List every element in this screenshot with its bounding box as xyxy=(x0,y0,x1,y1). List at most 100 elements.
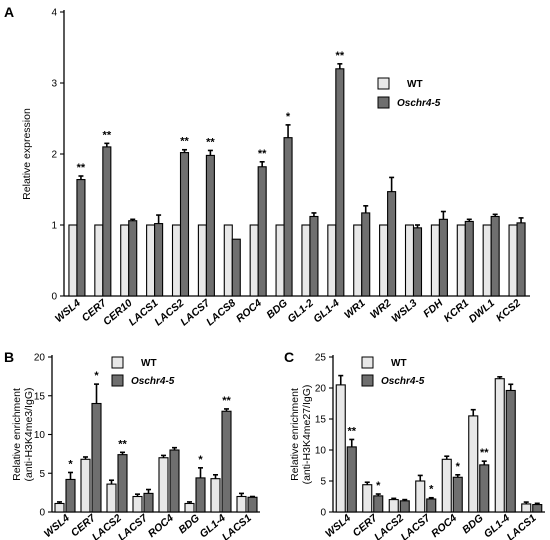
significance-marker: * xyxy=(94,370,99,382)
bar-mutant-BDG xyxy=(479,464,490,513)
category-label: WSL3 xyxy=(389,297,419,325)
bar-wt-CER10 xyxy=(120,224,130,297)
category-label: ROC4 xyxy=(234,297,264,325)
category-label: WSL4 xyxy=(42,512,72,540)
category-label: DWL1 xyxy=(467,297,498,325)
y-tick-label: 5 xyxy=(320,477,326,488)
category-label: WR1 xyxy=(342,297,368,321)
legend-label: Oschr4-5 xyxy=(397,98,441,109)
bar-mutant-LACS8 xyxy=(231,238,241,297)
significance-marker: ** xyxy=(118,438,127,450)
panel-label: A xyxy=(4,4,14,20)
bar-mutant-WR2 xyxy=(387,191,397,297)
bar-mutant-LACS1 xyxy=(532,504,543,513)
significance-marker: ** xyxy=(222,395,231,407)
legend-label: WT xyxy=(407,79,423,90)
significance-marker: * xyxy=(198,454,203,466)
y-axis-title-line: Relative enrichment xyxy=(11,388,23,481)
y-axis-title-line: (anti-H3K4me3/IgG) xyxy=(23,388,35,482)
panel-label: B xyxy=(4,349,14,365)
bar-mutant-CER7 xyxy=(91,402,102,513)
y-tick-label: 0 xyxy=(320,508,326,519)
significance-marker: ** xyxy=(180,136,189,148)
legend-swatch xyxy=(361,374,374,387)
category-label: LACS1 xyxy=(505,512,539,540)
bar-wt-CER7 xyxy=(362,484,373,513)
category-label: LACS7 xyxy=(116,511,151,540)
y-tick-label: 5 xyxy=(39,469,45,480)
bar-wt-LACS2 xyxy=(388,499,399,513)
y-axis-title: Relative enrichment(anti-H3K4me3/IgG) xyxy=(11,388,35,482)
y-tick-label: 15 xyxy=(34,391,46,402)
bar-mutant-LACS2 xyxy=(117,454,128,513)
y-tick-label: 25 xyxy=(315,353,327,364)
bar-wt-WSL3 xyxy=(404,224,415,297)
category-label: GL1-2 xyxy=(285,297,316,325)
significance-marker: ** xyxy=(480,447,489,459)
bar-mutant-ROC4 xyxy=(257,166,267,297)
category-label: LACS1 xyxy=(220,512,254,540)
bar-mutant-KCS2 xyxy=(516,222,526,297)
y-tick-label: 2 xyxy=(51,150,57,161)
y-tick-label: 15 xyxy=(315,415,327,426)
category-label: ROC4 xyxy=(429,512,459,540)
y-axis-title-line: (anti-H3K4me27/IgG) xyxy=(301,385,313,485)
bar-wt-LACS7 xyxy=(197,224,207,297)
bar-wt-BDG xyxy=(468,415,479,513)
legend-label: WT xyxy=(141,358,157,369)
y-axis-title: Relative expression xyxy=(21,108,33,200)
bar-mutant-WSL4 xyxy=(346,446,357,513)
category-label: KCR1 xyxy=(442,297,472,325)
y-tick-label: 3 xyxy=(51,79,57,90)
significance-marker: ** xyxy=(258,148,267,160)
bar-mutant-CER7 xyxy=(373,495,384,513)
bar-mutant-GL1-4 xyxy=(221,410,232,513)
bar-mutant-KCR1 xyxy=(464,220,474,297)
bar-wt-WR1 xyxy=(353,224,363,297)
bar-wt-FDH xyxy=(430,224,440,297)
bar-mutant-LACS1 xyxy=(154,223,164,297)
bar-mutant-WSL4 xyxy=(65,478,76,513)
legend-label: WT xyxy=(391,358,407,369)
significance-marker: * xyxy=(286,111,291,123)
bar-mutant-BDG xyxy=(283,137,293,297)
bar-mutant-LACS7 xyxy=(426,498,437,513)
legend-label: Oschr4-5 xyxy=(381,376,425,387)
bar-wt-GL1-4 xyxy=(327,224,337,297)
significance-marker: * xyxy=(376,480,381,492)
bar-mutant-LACS1 xyxy=(247,496,258,513)
y-tick-label: 20 xyxy=(315,384,327,395)
bar-mutant-LACS7 xyxy=(143,492,154,513)
chart-panel-c: C 0 5 10 15 20 25 Relative enrichment(anti-H3K4… xyxy=(284,349,545,540)
bar-wt-ROC4 xyxy=(158,457,169,513)
bar-wt-WSL4 xyxy=(54,502,65,513)
bar-wt-BDG xyxy=(275,224,285,297)
bar-wt-GL1-4 xyxy=(210,478,221,513)
legend-swatch xyxy=(377,77,390,90)
y-tick-label: 4 xyxy=(51,8,57,19)
y-tick-label: 0 xyxy=(51,292,57,303)
bar-wt-ROC4 xyxy=(249,224,259,297)
y-axis-title: Relative enrichment(anti-H3K4me27/IgG) xyxy=(289,385,313,485)
bar-wt-BDG xyxy=(184,502,195,513)
category-label: WSL4 xyxy=(323,512,353,540)
bar-mutant-WR1 xyxy=(361,212,371,297)
bar-mutant-ROC4 xyxy=(169,449,180,513)
bar-wt-WR2 xyxy=(379,224,389,297)
bar-mutant-ROC4 xyxy=(452,476,463,513)
significance-marker: ** xyxy=(347,425,356,437)
bar-mutant-GL1-2 xyxy=(309,215,319,297)
y-tick-label: 1 xyxy=(51,221,57,232)
bar-wt-ROC4 xyxy=(441,458,452,513)
category-label: WSL4 xyxy=(53,297,83,325)
bar-wt-LACS1 xyxy=(236,495,247,513)
bar-wt-WSL4 xyxy=(68,224,78,297)
legend-swatch xyxy=(111,374,124,387)
bar-wt-CER7 xyxy=(80,458,91,513)
bar-mutant-CER10 xyxy=(128,220,138,297)
bar-wt-LACS7 xyxy=(132,495,143,513)
y-tick-label: 10 xyxy=(315,446,327,457)
significance-marker: * xyxy=(68,458,73,470)
